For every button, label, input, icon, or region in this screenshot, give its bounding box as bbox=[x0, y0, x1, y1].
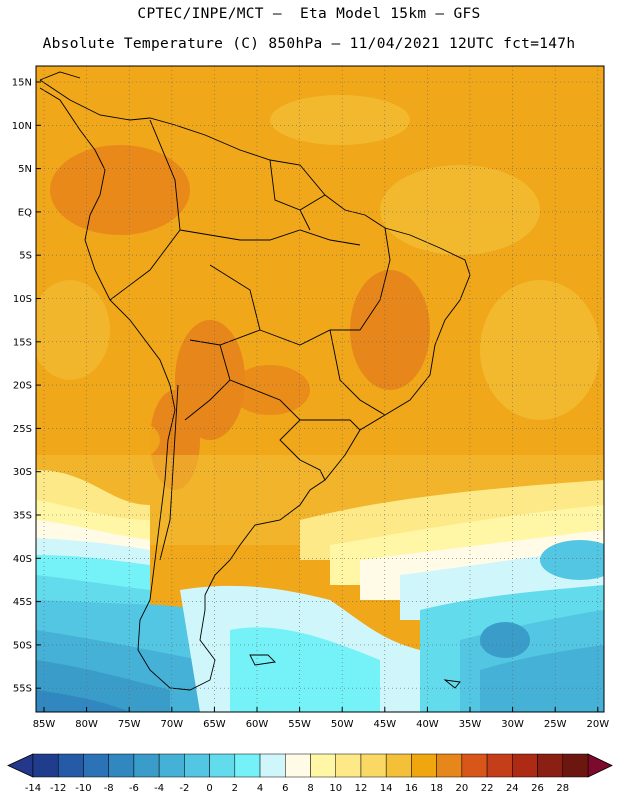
lat-label: 45S bbox=[13, 597, 32, 608]
coastlines bbox=[39, 71, 471, 691]
colorbar-swatch bbox=[83, 753, 109, 778]
temperature-field bbox=[36, 66, 604, 712]
lon-label: 80W bbox=[75, 719, 98, 730]
lat-label: 30S bbox=[13, 467, 32, 478]
colorbar-label: -2 bbox=[179, 783, 189, 794]
map-title-line2: Absolute Temperature (C) 850hPa – 11/04/… bbox=[42, 36, 576, 52]
colorbar-swatch bbox=[285, 753, 311, 778]
colorbar-swatch bbox=[360, 753, 387, 778]
lon-label: 30W bbox=[501, 719, 524, 730]
colorbar-label: 24 bbox=[506, 783, 519, 794]
colorbar-label: 8 bbox=[307, 783, 313, 794]
colorbar-label: 6 bbox=[282, 783, 288, 794]
colorbar-swatch bbox=[335, 753, 362, 778]
longitude-labels: 85W 80W 75W 70W 65W 60W 55W 50W 45W 40W 35W 30W 25W 2… bbox=[33, 707, 609, 730]
colorbar-low-arrow bbox=[7, 753, 34, 778]
lon-label: 50W bbox=[331, 719, 354, 730]
colorbar-swatch bbox=[158, 753, 185, 778]
lat-label: 5S bbox=[19, 251, 32, 262]
colorbar-label: 2 bbox=[232, 783, 238, 794]
lon-label: 20W bbox=[586, 719, 609, 730]
lat-label: 20S bbox=[13, 381, 32, 392]
lat-label: 35S bbox=[13, 511, 32, 522]
lon-label: 70W bbox=[160, 719, 183, 730]
colorbar-label: 16 bbox=[405, 783, 418, 794]
lon-label: 45W bbox=[373, 719, 396, 730]
colorbar-label: 28 bbox=[556, 783, 569, 794]
lat-label: 50S bbox=[13, 640, 32, 651]
map-grid bbox=[36, 66, 604, 712]
colorbar-label: -4 bbox=[154, 783, 164, 794]
colorbar-swatch bbox=[234, 753, 261, 778]
colorbar-label: -6 bbox=[129, 783, 139, 794]
colorbar-swatch bbox=[184, 753, 210, 778]
lat-label: EQ bbox=[18, 207, 32, 218]
lon-label: 35W bbox=[459, 719, 482, 730]
lat-label: 15N bbox=[12, 78, 32, 89]
colorbar-label: -8 bbox=[104, 783, 114, 794]
colorbar-label: 4 bbox=[257, 783, 263, 794]
colorbar-swatch bbox=[57, 753, 84, 778]
colorbar-swatch bbox=[562, 753, 589, 778]
lat-label: 40S bbox=[13, 554, 32, 565]
lon-label: 75W bbox=[118, 719, 141, 730]
colorbar-label: 18 bbox=[430, 783, 443, 794]
colorbar-label: 14 bbox=[380, 783, 393, 794]
lon-label: 40W bbox=[416, 719, 439, 730]
colorbar-label: 10 bbox=[329, 783, 342, 794]
colorbar: -14 -12 -10 -8 -6 -4 -2 0 2 4 6 8 10 12 14 16 18 20 22 24 26… bbox=[7, 753, 613, 794]
colorbar-swatch bbox=[32, 753, 59, 778]
colorbar-label: 20 bbox=[455, 783, 468, 794]
colorbar-label: -10 bbox=[75, 783, 91, 794]
lat-label: 10S bbox=[13, 294, 32, 305]
lat-label: 10N bbox=[12, 121, 32, 132]
colorbar-swatch bbox=[133, 753, 160, 778]
map-title-line1: CPTEC/INPE/MCT – Eta Model 15km – GFS bbox=[137, 6, 481, 22]
lat-label: 55S bbox=[13, 684, 32, 695]
colorbar-swatch bbox=[537, 753, 564, 778]
colorbar-swatch bbox=[461, 753, 488, 778]
colorbar-swatch bbox=[209, 753, 236, 778]
colorbar-label: 22 bbox=[481, 783, 494, 794]
colorbar-label: -14 bbox=[25, 783, 41, 794]
lon-label: 25W bbox=[544, 719, 567, 730]
colorbar-swatch bbox=[411, 753, 437, 778]
colorbar-swatch bbox=[436, 753, 463, 778]
lat-label: 5N bbox=[18, 164, 32, 175]
lon-label: 85W bbox=[33, 719, 56, 730]
latitude-labels: 15N 10N 5N EQ 5S 10S 15S 20S 25S 30S 35S 40S 45S 50S 5… bbox=[12, 78, 41, 695]
lat-label: 15S bbox=[13, 337, 32, 348]
colorbar-swatch bbox=[512, 753, 538, 778]
colorbar-swatch bbox=[259, 753, 286, 778]
lon-label: 65W bbox=[203, 719, 226, 730]
colorbar-swatch bbox=[310, 753, 336, 778]
colorbar-swatch bbox=[486, 753, 513, 778]
colorbar-label: 26 bbox=[531, 783, 544, 794]
colorbar-label: 0 bbox=[206, 783, 212, 794]
colorbar-swatch bbox=[108, 753, 135, 778]
colorbar-swatch bbox=[385, 753, 412, 778]
colorbar-label: -12 bbox=[50, 783, 66, 794]
map-frame bbox=[35, 65, 605, 713]
lon-label: 55W bbox=[288, 719, 311, 730]
lat-label: 25S bbox=[13, 424, 32, 435]
colorbar-high-arrow bbox=[587, 753, 613, 778]
colorbar-label: 12 bbox=[355, 783, 368, 794]
lon-label: 60W bbox=[246, 719, 269, 730]
